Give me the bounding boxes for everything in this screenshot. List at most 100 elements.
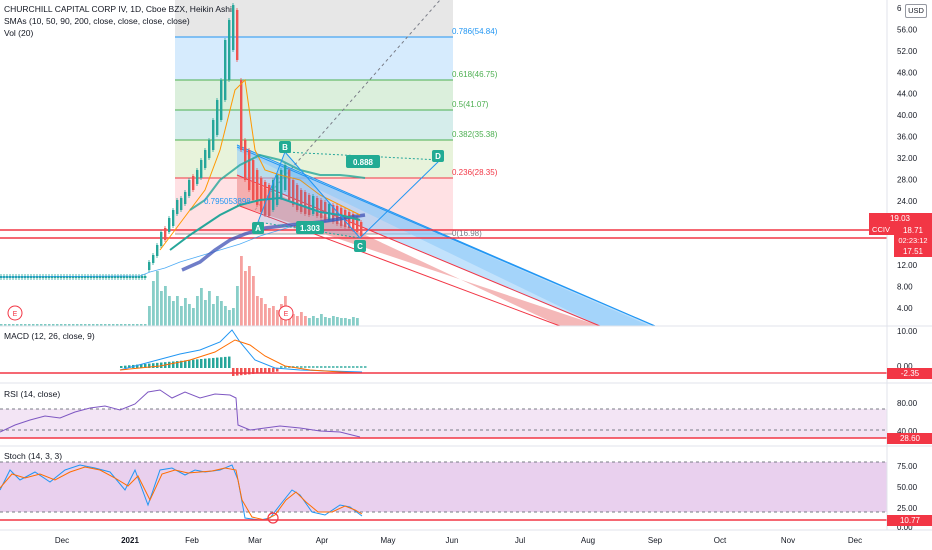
volume-bar — [16, 324, 19, 326]
macd-histogram-bar — [240, 368, 243, 376]
candle-body — [236, 10, 239, 60]
symbol-legend[interactable]: CHURCHILL CAPITAL CORP IV, 1D, Cboe BZX,… — [4, 4, 232, 14]
volume-legend[interactable]: Vol (20) — [4, 28, 34, 38]
candle-body — [188, 180, 191, 196]
candle-body — [208, 140, 211, 158]
pattern-point-b-label: B — [282, 143, 288, 152]
volume-bar — [128, 324, 131, 326]
volume-bar — [20, 324, 23, 326]
candle-body — [184, 192, 187, 204]
candle-body — [356, 218, 359, 232]
rsi-legend[interactable]: RSI (14, close) — [4, 389, 61, 399]
volume-bar — [60, 324, 63, 326]
harmonic-pattern[interactable]: A B C D 0.888 1.303 0.795053898 — [204, 141, 444, 252]
currency-button[interactable]: USD — [905, 4, 927, 18]
ratio-badge-bc-label: 0.888 — [353, 158, 374, 167]
volume-bar — [4, 324, 7, 326]
candle-body — [102, 276, 105, 278]
time-tick: Dec — [848, 536, 862, 545]
volume-bar — [104, 324, 107, 326]
macd-histogram-bar — [356, 366, 359, 368]
macd-histogram-bar — [244, 368, 247, 375]
pattern-point-a — [252, 222, 264, 234]
price-tick: 8.00 — [897, 283, 913, 292]
fib-zone-0786 — [175, 37, 453, 80]
price-tick: 36.00 — [897, 133, 918, 142]
candle-body — [228, 20, 231, 80]
volume-bar — [160, 291, 163, 326]
fib-retracement[interactable]: 0.786(54.84) 0.618(46.75) 0.5(41.07) 0.3… — [175, 0, 498, 238]
time-tick: Aug — [581, 536, 595, 545]
volume-bar — [184, 298, 187, 326]
candle-body — [288, 170, 291, 200]
stoch-current-label: 10.77 — [900, 516, 921, 525]
candle-body — [312, 196, 315, 214]
macd-histogram-bar — [316, 366, 319, 368]
macd-histogram-bar — [268, 368, 271, 373]
price-axis[interactable]: 6 56.00 52.00 48.00 44.00 40.00 36.00 32.00 28.0… — [897, 4, 918, 313]
earnings-marker-2[interactable] — [278, 305, 294, 321]
volume-bar — [144, 324, 147, 326]
rsi-band — [0, 409, 887, 438]
macd-current-label: -2.35 — [901, 369, 920, 378]
volume-bar — [324, 317, 327, 326]
fib-label-0: 0(16.98) — [452, 229, 482, 238]
volume-bar — [100, 324, 103, 326]
macd-histogram-bar — [336, 366, 339, 368]
macd-histogram-bar — [276, 368, 279, 372]
macd-histogram-bar — [192, 359, 195, 368]
macd-histogram-bar — [176, 361, 179, 368]
price-tick: 44.00 — [897, 90, 918, 99]
macd-legend[interactable]: MACD (12, 26, close, 9) — [4, 331, 95, 341]
volume-bar — [0, 324, 3, 326]
rsi-current-badge — [887, 433, 932, 444]
macd-tick-0: 0.00 — [897, 362, 913, 371]
volume-bar — [260, 298, 263, 326]
candle-body — [300, 190, 303, 212]
volume-bar — [320, 314, 323, 326]
macd-histogram-bar — [264, 368, 267, 373]
candle-body — [200, 160, 203, 178]
fib-label-0382: 0.382(35.38) — [452, 130, 498, 139]
fib-label-05: 0.5(41.07) — [452, 100, 489, 109]
volume-bar — [52, 324, 55, 326]
volume-bar — [28, 324, 31, 326]
time-tick: Mar — [248, 536, 262, 545]
symbol-badge — [869, 224, 894, 235]
candle-body — [248, 150, 251, 190]
rsi-line — [0, 389, 361, 438]
pattern-point-d-label: D — [435, 152, 441, 161]
volume-bar — [92, 324, 95, 326]
volume-bar — [244, 271, 247, 326]
macd-histogram-bar — [216, 357, 219, 368]
price-tick: 40.00 — [897, 111, 918, 120]
time-axis[interactable]: Dec 2021 Feb Mar Apr May Jun Jul Aug Sep Oct Nov Dec — [55, 536, 862, 545]
rsi-current-label: 28.60 — [900, 434, 921, 443]
volume-bar — [132, 324, 135, 326]
candle-body — [144, 276, 147, 278]
candle-body — [272, 180, 275, 210]
macd-pane[interactable] — [0, 329, 887, 376]
macd-histogram-bar — [252, 368, 255, 374]
candle-body — [352, 214, 355, 230]
high-price-badge-label: 19.03 — [890, 214, 911, 223]
stoch-legend[interactable]: Stoch (14, 3, 3) — [4, 451, 63, 461]
heikin-ashi-candles — [0, 3, 363, 280]
volume-bar — [232, 308, 235, 326]
macd-histogram-bar — [128, 365, 131, 368]
volume-bar — [152, 281, 155, 326]
volume-bar — [268, 308, 271, 326]
sma-legend[interactable]: SMAs (10, 50, 90, 200, close, close, clo… — [4, 16, 190, 26]
candle-body — [308, 195, 311, 215]
ratio-badge-bc — [346, 155, 380, 168]
candle-body — [324, 202, 327, 220]
price-tick: 6 — [897, 4, 902, 13]
volume-bar — [252, 276, 255, 326]
volume-bar — [264, 304, 267, 326]
volume-bar — [192, 308, 195, 326]
volume-bar — [84, 324, 87, 326]
macd-histogram-bar — [284, 366, 287, 368]
dashed-trendline[interactable] — [254, 0, 441, 211]
earnings-marker-1[interactable] — [7, 305, 23, 321]
